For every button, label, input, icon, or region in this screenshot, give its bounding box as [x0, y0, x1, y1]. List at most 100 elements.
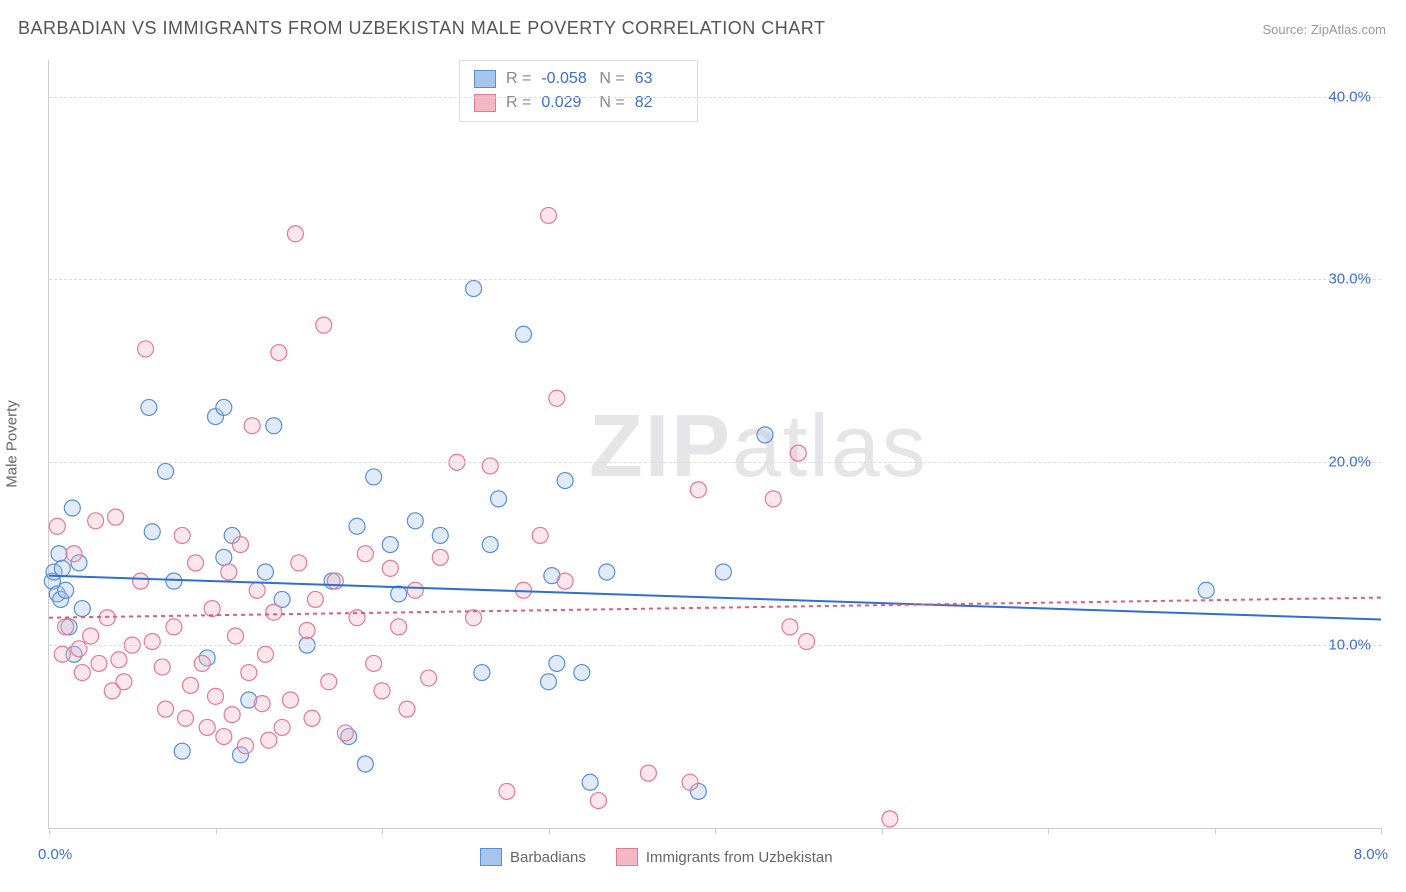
data-point [582, 774, 598, 790]
data-point [590, 793, 606, 809]
data-point [516, 326, 532, 342]
data-point [282, 692, 298, 708]
data-point [299, 623, 315, 639]
data-point [244, 418, 260, 434]
legend-label: Immigrants from Uzbekistan [646, 849, 833, 866]
data-point [111, 652, 127, 668]
legend-swatch [616, 848, 638, 866]
x-tick [382, 828, 383, 834]
data-point [391, 619, 407, 635]
data-point [183, 677, 199, 693]
data-point [482, 458, 498, 474]
y-tick-label: 20.0% [1328, 454, 1371, 471]
data-point [188, 555, 204, 571]
data-point [83, 628, 99, 644]
data-point [232, 537, 248, 553]
data-point [574, 665, 590, 681]
data-point [757, 427, 773, 443]
data-point [224, 707, 240, 723]
data-point [382, 560, 398, 576]
data-point [765, 491, 781, 507]
data-point [304, 710, 320, 726]
data-point [237, 738, 253, 754]
data-point [499, 783, 515, 799]
data-point [266, 604, 282, 620]
data-point [144, 633, 160, 649]
data-point [141, 399, 157, 415]
data-point [58, 619, 74, 635]
data-point [337, 725, 353, 741]
data-point [261, 732, 277, 748]
data-point [349, 518, 365, 534]
data-point [541, 674, 557, 690]
stats-row: R =-0.058N =63 [474, 67, 683, 91]
data-point [640, 765, 656, 781]
data-point [49, 518, 65, 534]
data-point [64, 500, 80, 516]
data-point [549, 390, 565, 406]
data-point [307, 591, 323, 607]
data-point [557, 573, 573, 589]
n-label: N = [599, 91, 624, 115]
data-point [274, 719, 290, 735]
data-point [138, 341, 154, 357]
grid-line [49, 645, 1381, 646]
x-tick [1215, 828, 1216, 834]
data-point [74, 665, 90, 681]
legend-swatch [474, 70, 496, 88]
r-label: R = [506, 67, 531, 91]
data-point [291, 555, 307, 571]
legend-label: Barbadians [510, 849, 586, 866]
data-point [399, 701, 415, 717]
data-point [216, 549, 232, 565]
data-point [174, 743, 190, 759]
data-point [557, 473, 573, 489]
data-point [54, 646, 70, 662]
data-point [216, 729, 232, 745]
x-tick [1381, 828, 1382, 834]
data-point [166, 573, 182, 589]
data-point [154, 659, 170, 675]
data-point [599, 564, 615, 580]
data-point [88, 513, 104, 529]
regression-line [49, 576, 1381, 620]
data-point [407, 582, 423, 598]
x-tick [1048, 828, 1049, 834]
n-value: 82 [635, 91, 683, 115]
y-tick-label: 40.0% [1328, 88, 1371, 105]
data-point [474, 665, 490, 681]
r-value: -0.058 [541, 67, 589, 91]
data-point [257, 564, 273, 580]
data-point [690, 482, 706, 498]
n-value: 63 [635, 67, 683, 91]
regression-line [49, 598, 1381, 618]
data-point [221, 564, 237, 580]
data-point [432, 527, 448, 543]
data-point [116, 674, 132, 690]
data-point [208, 688, 224, 704]
data-point [407, 513, 423, 529]
data-point [882, 811, 898, 827]
data-point [71, 641, 87, 657]
x-tick [49, 828, 50, 834]
correlation-stats-box: R =-0.058N =63R =0.029N =82 [459, 60, 698, 122]
data-point [158, 463, 174, 479]
data-point [271, 345, 287, 361]
data-point [257, 646, 273, 662]
data-point [432, 549, 448, 565]
scatter-svg [49, 60, 1381, 828]
data-point [482, 537, 498, 553]
data-point [549, 655, 565, 671]
data-point [133, 573, 149, 589]
data-point [1198, 582, 1214, 598]
grid-line [49, 279, 1381, 280]
legend-item: Immigrants from Uzbekistan [616, 848, 833, 866]
data-point [421, 670, 437, 686]
data-point [178, 710, 194, 726]
x-tick [549, 828, 550, 834]
data-point [51, 546, 67, 562]
chart-title: BARBADIAN VS IMMIGRANTS FROM UZBEKISTAN … [18, 18, 825, 39]
data-point [327, 573, 343, 589]
data-point [266, 418, 282, 434]
data-point [541, 207, 557, 223]
